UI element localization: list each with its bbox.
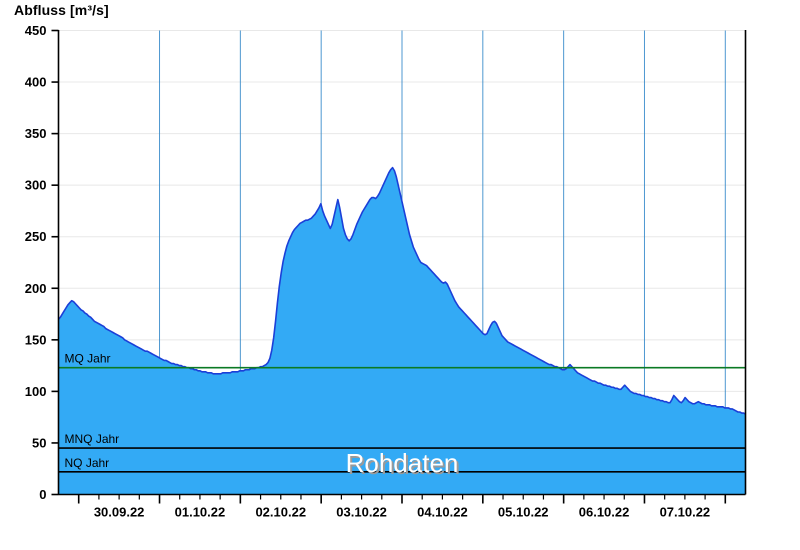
y-tick-label: 400 [25,75,47,90]
x-axis-ticks: 30.09.22 01.10.22 02.10.22 03.10.22 04.10.22… [77,494,727,520]
y-tick-label: 0 [39,487,46,502]
reference-line-label-0: MQ Jahr [65,352,111,366]
x-tick-label: 01.10.22 [175,505,226,520]
y-axis-ticks: 0 50 100 150 200 250 300 350 400 450 [25,23,59,502]
x-tick-label: 04.10.22 [417,505,468,520]
reference-line-group: MQ Jahr MNQ Jahr NQ Jahr [58,352,746,473]
discharge-area-series [57,166,746,495]
watermark-shadow-text: Rohdaten [348,450,461,480]
x-tick-label: 02.10.22 [255,505,306,520]
chart-title: Abfluss [m³/s] [14,2,109,18]
discharge-line [57,166,746,415]
y-tick-label: 250 [25,229,47,244]
reference-line-label-1: MNQ Jahr [65,432,120,446]
y-tick-label: 50 [32,435,46,450]
watermark: Rohdaten Rohdaten [346,448,461,480]
x-tick-label: 06.10.22 [579,505,630,520]
y-tick-label: 350 [25,126,47,141]
y-tick-label: 450 [25,23,47,38]
discharge-area-fill [58,167,746,495]
reference-line-label-2: NQ Jahr [65,456,110,470]
x-tick-label: 05.10.22 [498,505,549,520]
y-tick-label: 100 [25,384,47,399]
y-tick-label: 150 [25,332,47,347]
x-tick-label: 03.10.22 [336,505,387,520]
watermark-text: Rohdaten [346,448,459,478]
x-tick-label: 30.09.22 [94,505,145,520]
x-tick-label: 07.10.22 [660,505,711,520]
y-tick-label: 300 [25,178,47,193]
y-tick-label: 200 [25,281,47,296]
